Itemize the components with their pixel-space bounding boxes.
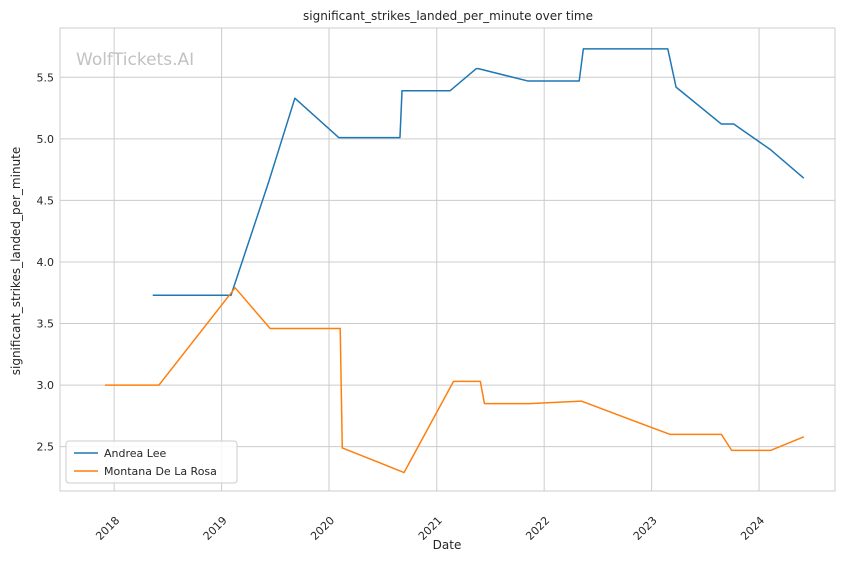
plot-area-frame <box>59 27 836 492</box>
y-tick-label: 3.0 <box>37 379 55 392</box>
y-tick-label: 3.5 <box>37 318 55 331</box>
series-line-andrea-lee <box>152 48 805 296</box>
legend-frame <box>65 440 238 484</box>
y-tick-label: 5.5 <box>37 71 55 84</box>
y-tick-label: 2.5 <box>37 441 55 454</box>
y-tick-label: 4.0 <box>37 256 55 269</box>
series-layer <box>105 48 805 474</box>
x-axis-label: Date <box>433 538 462 552</box>
chart-title: significant_strikes_landed_per_minute ov… <box>303 9 593 23</box>
y-tick-label: 4.5 <box>37 194 55 207</box>
series-line-montana-de-la-rosa <box>105 287 805 474</box>
watermark: WolfTickets.AI <box>76 50 194 70</box>
legend-label-montana-de-la-rosa: Montana De La Rosa <box>104 465 217 478</box>
legend: Andrea Lee Montana De La Rosa <box>65 440 238 484</box>
y-axis-label: significant_strikes_landed_per_minute <box>9 147 23 376</box>
legend-label-andrea-lee: Andrea Lee <box>104 447 166 460</box>
y-tick-label: 5.0 <box>37 133 55 146</box>
